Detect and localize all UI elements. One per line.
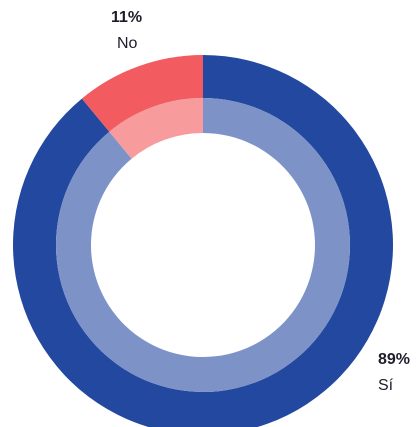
value-label: 89% bbox=[378, 351, 410, 368]
value-label: 11% bbox=[111, 9, 142, 26]
inner-segment bbox=[56, 98, 351, 392]
category-label: No bbox=[117, 35, 138, 52]
inner-segment bbox=[109, 98, 203, 159]
donut-segment bbox=[81, 55, 203, 132]
category-label: Sí bbox=[378, 377, 394, 394]
